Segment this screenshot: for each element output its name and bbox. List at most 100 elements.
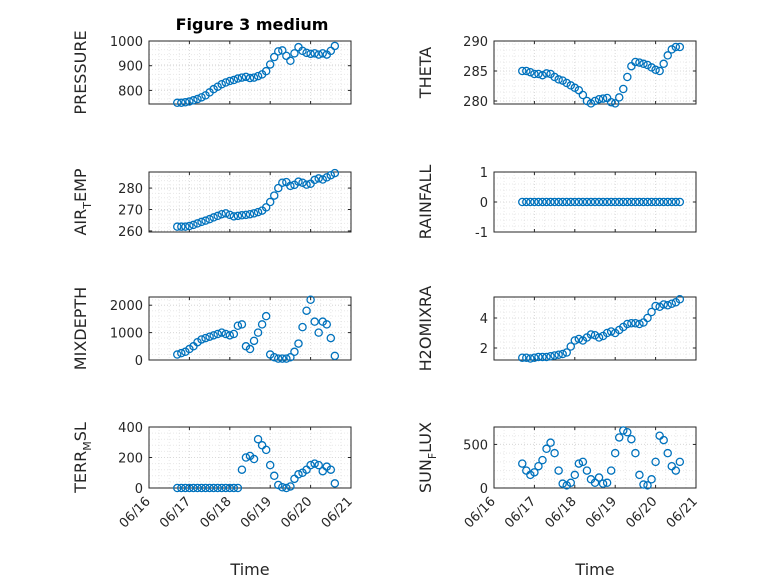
data-point xyxy=(306,295,315,304)
data-point xyxy=(538,352,547,362)
x-axis-label: Time xyxy=(574,560,614,579)
data-point xyxy=(237,465,247,474)
y-axis-label: AIRTEMP xyxy=(71,168,94,235)
data-point xyxy=(310,175,319,185)
data-point xyxy=(530,69,539,79)
xtick-label: 06/18 xyxy=(543,494,580,531)
data-point xyxy=(326,46,336,56)
data-point xyxy=(647,197,656,207)
data-point xyxy=(237,320,247,329)
data-point xyxy=(221,209,231,218)
data-point xyxy=(269,191,279,200)
data-point xyxy=(269,52,279,62)
data-point xyxy=(330,479,340,488)
data-point xyxy=(245,344,255,354)
ytick-label: 260 xyxy=(118,225,143,240)
data-point xyxy=(554,350,563,359)
data-point xyxy=(233,74,243,83)
xtick-label: 06/16 xyxy=(117,494,154,531)
ytick-label: 270 xyxy=(118,204,143,219)
data-point xyxy=(298,178,307,187)
ytick-label: -1 xyxy=(475,226,488,241)
axes-box xyxy=(148,171,352,233)
data-point xyxy=(314,460,323,470)
figure-title: Figure 3 medium xyxy=(176,15,329,34)
data-point xyxy=(635,319,644,329)
data-point xyxy=(643,481,652,490)
data-point xyxy=(671,466,681,475)
data-point xyxy=(217,328,226,337)
x-axis-label: Time xyxy=(229,560,269,579)
data-point xyxy=(550,448,559,458)
ytick-label: 0 xyxy=(135,482,143,497)
data-point xyxy=(233,211,243,221)
data-point xyxy=(225,210,235,220)
data-point xyxy=(229,75,239,85)
data-point xyxy=(193,94,202,104)
subplot-pressure: 800 900 1000 PRESSURE xyxy=(71,30,352,115)
data-point xyxy=(663,51,672,60)
data-point xyxy=(253,328,263,337)
data-point xyxy=(330,41,340,51)
data-point xyxy=(241,453,251,462)
data-point xyxy=(538,70,547,80)
data-point xyxy=(225,331,235,340)
data-point xyxy=(534,197,543,207)
data-point xyxy=(249,454,259,464)
subplot-air_temp: 260 270 280 AIRTEMP xyxy=(71,168,352,240)
data-point xyxy=(286,56,295,66)
data-point xyxy=(326,465,336,474)
ytick-label: 0 xyxy=(480,482,488,497)
ytick-label: 280 xyxy=(118,182,143,197)
data-point xyxy=(619,84,628,94)
subplot-h2omixra: 2 4 H2OMIXRA xyxy=(416,286,697,371)
data-point xyxy=(663,197,672,207)
data-point xyxy=(530,353,539,362)
data-point xyxy=(614,93,624,102)
data-point xyxy=(627,61,636,71)
data-point xyxy=(659,197,668,207)
data-point xyxy=(598,479,608,488)
data-point xyxy=(623,72,632,82)
data-point xyxy=(249,73,259,82)
ytick-label: 280 xyxy=(463,95,488,110)
data-point xyxy=(310,49,319,58)
data-point xyxy=(189,96,198,105)
data-point xyxy=(518,353,527,362)
data-point xyxy=(249,336,259,346)
data-point xyxy=(546,351,555,361)
xtick-label: 06/20 xyxy=(623,494,660,531)
ytick-label: 2 xyxy=(480,342,488,357)
data-point xyxy=(530,197,539,207)
data-point xyxy=(594,473,604,482)
data-point xyxy=(322,320,332,329)
data-point xyxy=(522,197,531,207)
data-point xyxy=(233,321,243,331)
data-point xyxy=(310,317,319,326)
data-point xyxy=(574,334,584,344)
data-point xyxy=(181,98,190,107)
data-point xyxy=(610,197,620,207)
data-point xyxy=(671,197,681,207)
data-point xyxy=(566,342,576,351)
data-point xyxy=(282,51,291,61)
data-point xyxy=(594,333,604,342)
data-point xyxy=(635,58,644,67)
y-axis-label: SUNFLUX xyxy=(416,422,439,493)
data-point xyxy=(314,50,323,59)
y-axis-label: THETA xyxy=(416,47,435,99)
data-point xyxy=(205,214,214,224)
data-point xyxy=(522,66,531,76)
axes-box xyxy=(148,40,352,105)
data-point xyxy=(651,65,660,75)
data-point xyxy=(217,483,226,493)
data-point xyxy=(237,73,247,82)
data-point xyxy=(286,181,295,191)
data-point xyxy=(631,197,640,207)
data-point xyxy=(667,461,677,471)
data-point xyxy=(627,197,636,207)
data-point xyxy=(314,328,323,337)
ytick-label: 400 xyxy=(118,421,143,436)
data-point xyxy=(326,333,336,343)
